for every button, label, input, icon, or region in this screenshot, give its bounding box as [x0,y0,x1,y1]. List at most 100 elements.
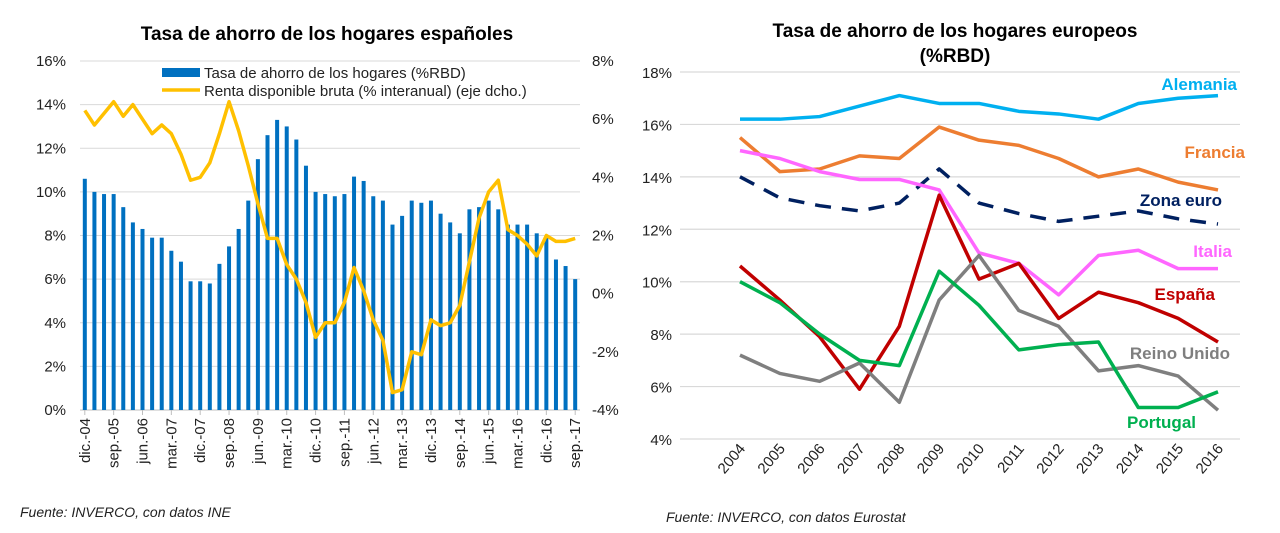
series-label: España [1155,285,1216,304]
x-tick-label: sep.-17 [567,418,584,468]
y-left-tick-label: 2% [44,358,66,375]
y-right-tick-label: 8% [592,53,614,70]
x-tick-label: mar.-13 [394,418,411,469]
x-tick-label: jun.-06 [135,418,152,465]
bar [178,261,183,410]
line-series-reino-unido [739,253,1220,412]
y-left-tick-label: 12% [36,140,66,157]
bar [380,200,385,410]
bar [130,222,135,410]
line-series-italia [739,148,1218,297]
bar [515,224,520,410]
x-tick-label: dic.-04 [77,418,94,463]
bar [313,191,318,410]
series-label: Italia [1193,242,1232,261]
bar [121,207,126,410]
legend-label-bar: Tasa de ahorro de los hogares (%RBD) [204,65,466,82]
bar [217,263,222,410]
legend-label-line: Renta disponible bruta (% interanual) (e… [204,83,527,100]
x-tick-label: mar.-07 [163,418,180,469]
bar [111,194,116,410]
bar [438,213,443,410]
x-tick-label: 2010 [954,441,988,477]
bar [169,250,174,410]
y-tick-label: 18% [642,65,672,82]
bar [419,202,424,410]
bar [477,207,482,410]
x-tick-label: mar.-16 [510,418,527,469]
bar [553,259,558,410]
bar [284,126,289,410]
bar [371,196,376,410]
series-label: Francia [1185,143,1246,162]
bar [159,237,164,410]
bar [428,200,433,410]
y-right-tick-label: -2% [592,344,619,361]
bar [573,279,578,410]
right-chart-title: Tasa de ahorro de los hogares europeos [773,21,1138,42]
bar [409,200,414,410]
bar [448,222,453,410]
y-tick-label: 4% [650,432,672,449]
bar [246,200,251,410]
y-right-tick-label: 6% [592,111,614,128]
line-series-alemania [740,93,1219,121]
y-tick-label: 16% [642,117,672,134]
bar [496,209,501,410]
x-tick-label: sep.-11 [336,418,353,467]
y-left-tick-label: 6% [44,271,66,288]
bar [92,191,97,410]
bar [323,194,328,410]
bar [188,281,193,410]
y-left-tick-label: 14% [36,97,66,114]
x-tick-label: jun.-09 [250,418,267,465]
line-series-renta [83,99,576,395]
line-series-espana [738,193,1219,391]
x-tick-label: 2015 [1153,441,1187,477]
y-tick-label: 10% [642,275,672,292]
x-tick-label: 2016 [1193,441,1227,477]
bar [303,165,308,410]
y-right-tick-label: 0% [592,286,614,303]
series-label: Zona euro [1140,191,1222,210]
y-tick-label: 8% [650,327,672,344]
bar [332,196,337,410]
line-series-portugal [739,269,1219,410]
left-chart-title: Tasa de ahorro de los hogares españoles [141,24,513,45]
bar [352,176,357,410]
x-tick-label: 2011 [994,441,1028,477]
x-tick-label: 2008 [874,441,908,477]
bar [265,135,270,410]
series-label: Portugal [1127,413,1196,432]
x-tick-label: 2005 [754,441,788,477]
bar [150,237,155,410]
bar [467,209,472,410]
bar [544,237,549,410]
y-right-tick-label: 4% [592,169,614,186]
series-label: Reino Unido [1130,344,1230,363]
bar [294,139,299,410]
x-tick-label: 2009 [914,441,948,477]
x-tick-label: dic.-07 [192,418,209,463]
left-chart-source: Fuente: INVERCO, con datos INE [20,504,232,520]
x-tick-label: 2013 [1073,441,1107,477]
x-tick-label: mar.-10 [279,418,296,469]
y-left-tick-label: 8% [44,228,66,245]
x-tick-label: dic.-13 [423,418,440,463]
x-tick-label: 2006 [794,441,828,477]
bar [236,228,241,410]
bar [207,283,212,410]
x-tick-label: sep.-08 [221,418,238,468]
y-left-tick-label: 4% [44,315,66,332]
series-label: Alemania [1161,75,1237,94]
bar [275,119,280,411]
x-tick-label: 2007 [834,441,868,477]
bar [563,266,568,410]
x-tick-label: 2004 [715,441,749,477]
bar [227,246,232,410]
x-tick-label: jun.-15 [481,418,498,465]
x-tick-label: dic.-10 [308,418,325,463]
x-tick-label: 2012 [1033,441,1067,477]
right-chart-source: Fuente: INVERCO, con datos Eurostat [666,509,907,525]
